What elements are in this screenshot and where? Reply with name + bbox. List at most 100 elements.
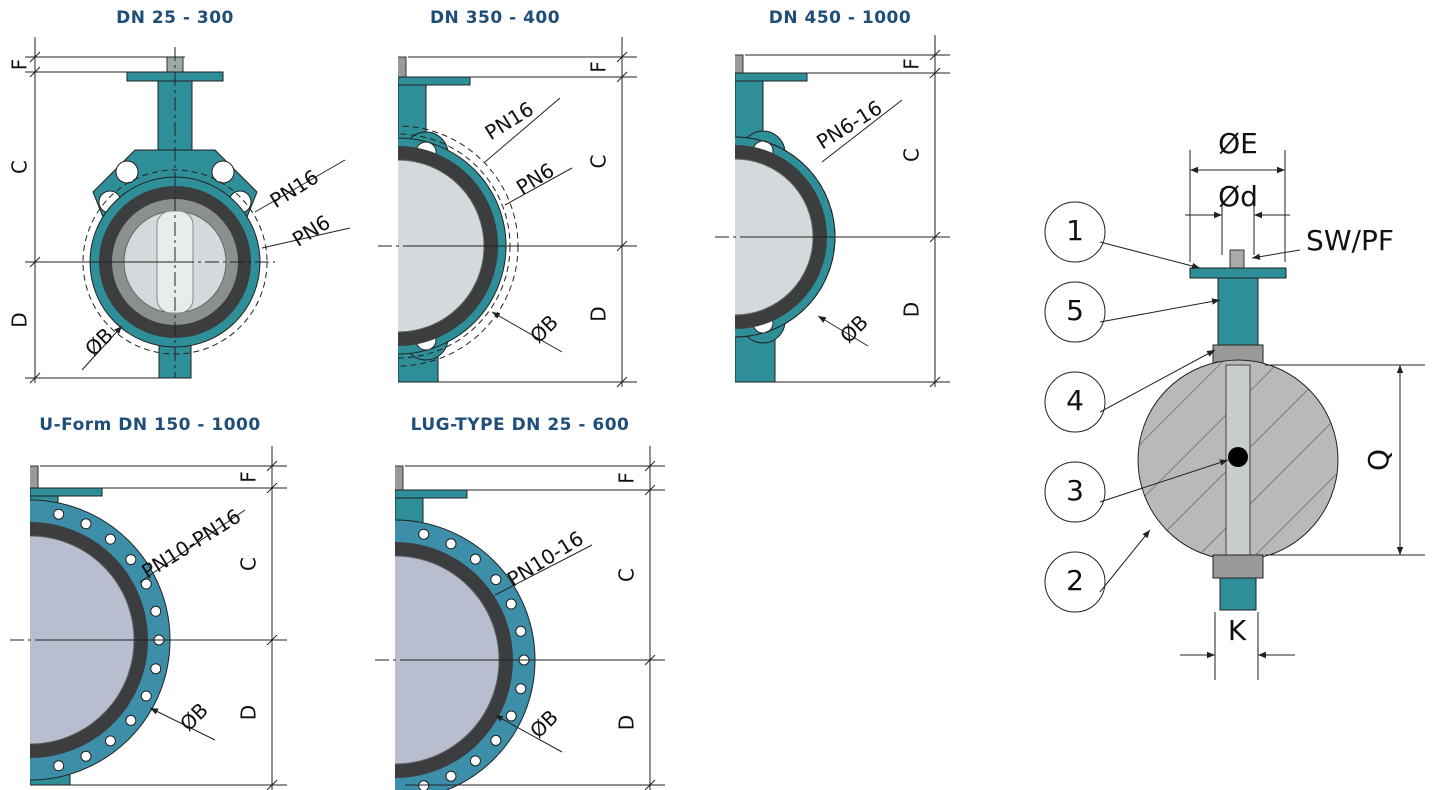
dim-label: K xyxy=(1228,614,1247,647)
dim-label: F xyxy=(8,59,32,71)
line xyxy=(644,654,656,666)
line xyxy=(29,372,41,384)
line xyxy=(266,482,278,494)
line xyxy=(644,779,656,790)
line xyxy=(1251,249,1301,260)
dim-label: C xyxy=(587,155,611,169)
line xyxy=(261,227,351,249)
bolt-hole xyxy=(418,528,430,540)
diameter-label: ØB xyxy=(525,310,563,348)
bolt-hole xyxy=(125,714,137,726)
pressure-label: PN16 xyxy=(266,165,323,213)
panel-title: DN 450 - 1000 xyxy=(769,8,911,28)
valve xyxy=(30,465,171,786)
callout xyxy=(1044,371,1106,433)
bolt-hole xyxy=(140,690,152,702)
pin xyxy=(1228,447,1248,467)
dim-label: ØE xyxy=(1218,127,1258,160)
line xyxy=(1099,298,1221,323)
pressure-label: PN6 xyxy=(288,210,334,251)
dim-label: F xyxy=(615,472,639,484)
dim-label: C xyxy=(900,148,924,162)
stem xyxy=(395,465,404,491)
callout-number: 1 xyxy=(1066,214,1084,247)
pressure-label: PN6-16 xyxy=(812,95,886,154)
line xyxy=(29,51,41,63)
line xyxy=(494,714,563,753)
pressure-label: PN6 xyxy=(512,158,558,199)
dim-label: SW/PF xyxy=(1306,224,1394,257)
valve xyxy=(82,56,268,379)
pressure-label: PN10-PN16 xyxy=(137,504,245,584)
line xyxy=(1099,529,1151,593)
bolt-hole xyxy=(445,538,457,550)
valve xyxy=(735,54,836,383)
line xyxy=(616,71,628,83)
bolt-hole xyxy=(53,508,65,520)
callout-number: 2 xyxy=(1066,564,1084,597)
collar-bottom xyxy=(1212,554,1264,579)
half-body xyxy=(395,465,536,790)
line xyxy=(149,707,216,741)
line xyxy=(821,99,903,163)
half-body xyxy=(735,54,836,383)
dim-label: F xyxy=(900,58,924,70)
flange xyxy=(735,72,808,82)
line xyxy=(929,376,941,388)
panel-title: LUG-TYPE DN 25 - 600 xyxy=(411,415,630,435)
line xyxy=(616,51,628,63)
bolt-hole xyxy=(140,578,152,590)
dim-label: C xyxy=(615,568,639,582)
dim-label: C xyxy=(237,557,261,571)
bolt-hole xyxy=(104,735,116,747)
dim-label: C xyxy=(8,160,32,174)
dim-label: D xyxy=(615,715,639,730)
bolt-hole xyxy=(490,734,502,746)
bolt-hole xyxy=(150,663,162,675)
callout xyxy=(1044,201,1106,263)
bolt-hole xyxy=(80,518,92,530)
dim-label: F xyxy=(587,61,611,73)
diameter-label: ØB xyxy=(835,310,873,348)
dim-label: D xyxy=(237,705,261,720)
line xyxy=(484,97,561,163)
line xyxy=(266,779,278,790)
panel-title: DN 350 - 400 xyxy=(430,8,560,28)
line xyxy=(266,634,278,646)
top-flange xyxy=(1189,267,1287,279)
line xyxy=(81,325,123,371)
pressure-label: PN16 xyxy=(481,97,538,145)
neck-bottom xyxy=(1219,577,1257,611)
line xyxy=(616,240,628,252)
stem-top xyxy=(1229,249,1245,271)
line xyxy=(1099,459,1229,503)
line xyxy=(254,159,346,213)
bolt-hole xyxy=(505,598,517,610)
bolt-hole xyxy=(53,760,65,772)
stem xyxy=(30,465,39,489)
bolt-hole xyxy=(505,710,517,722)
neck xyxy=(1217,277,1259,346)
dim-label: D xyxy=(900,302,924,317)
half-body xyxy=(30,465,171,786)
line xyxy=(929,49,941,61)
diameter-label: ØB xyxy=(175,698,213,736)
stem xyxy=(398,56,407,78)
callout xyxy=(1044,281,1106,343)
line xyxy=(504,167,573,206)
line xyxy=(817,315,869,347)
line xyxy=(1099,241,1201,270)
bolt-hole xyxy=(515,625,527,637)
line xyxy=(929,231,941,243)
line xyxy=(494,544,593,596)
dim-label: F xyxy=(237,471,261,483)
flange xyxy=(395,489,468,499)
bolt-hole xyxy=(104,533,116,545)
bolt-hole xyxy=(125,554,137,566)
bolt-hole xyxy=(150,605,162,617)
dim-label: Ød xyxy=(1218,180,1258,213)
callout-number: 3 xyxy=(1066,474,1084,507)
stem xyxy=(735,54,744,74)
bolt-hole xyxy=(490,574,502,586)
